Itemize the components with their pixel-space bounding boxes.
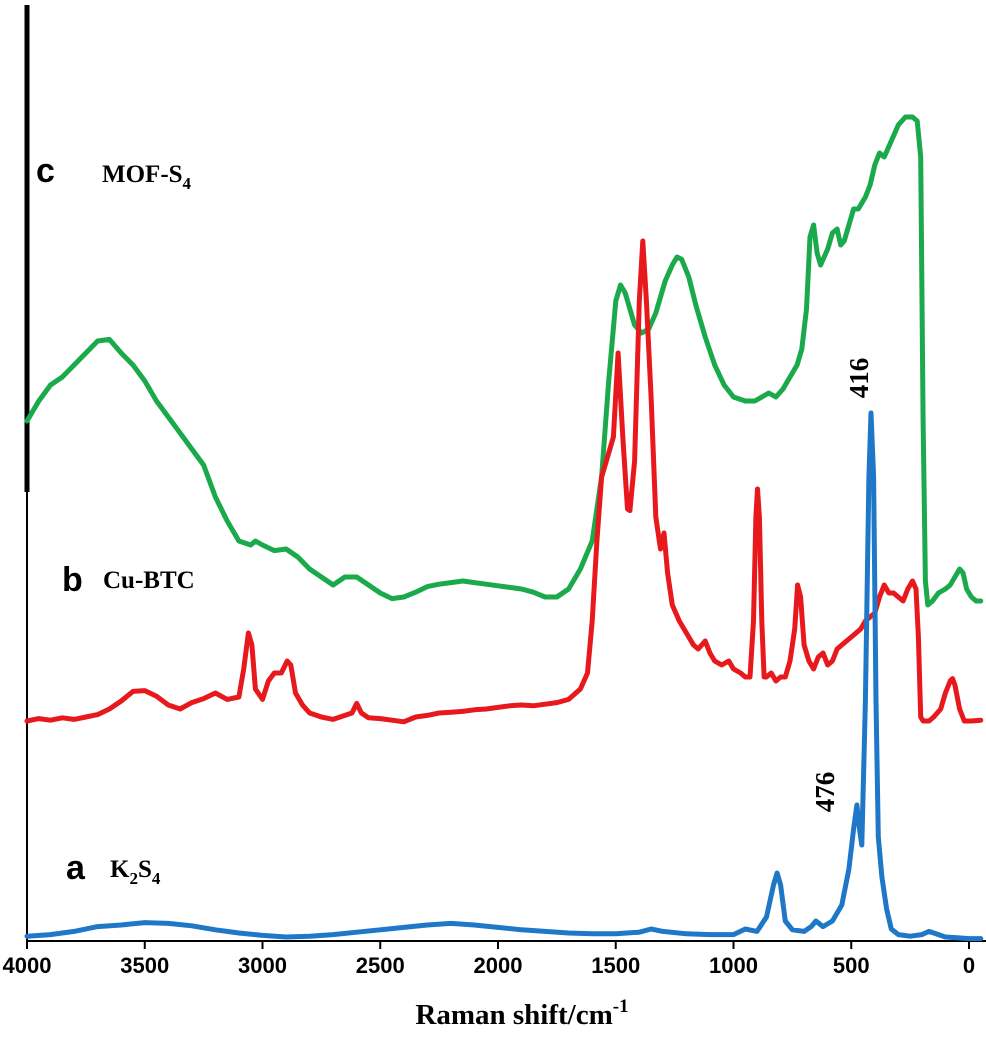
x-axis-title-superscript: -1 (613, 996, 629, 1017)
peak-label-476: 476 (810, 772, 840, 813)
curve-name-c-subscript: 4 (183, 174, 192, 193)
x-tick-label-1000: 1000 (709, 953, 758, 978)
x-tick-label-500: 500 (833, 953, 870, 978)
curve-name-b: Cu-BTC (103, 567, 195, 594)
curve-letter-a: a (66, 849, 86, 887)
curve-name-a: K2S4 (110, 856, 161, 888)
curve-letter-c: c (36, 152, 55, 190)
series-line-cu-btc (24, 238, 984, 725)
peak-label-416: 416 (844, 358, 874, 399)
x-tick-label-3500: 3500 (120, 953, 169, 978)
curve-name-c: MOF-S4 (102, 161, 192, 193)
curve-name-c-main: MOF-S (102, 161, 183, 188)
curve-label-a: a K2S4 (66, 849, 161, 888)
x-tick-label-0: 0 (963, 953, 975, 978)
series-line-mof-s4 (24, 114, 984, 608)
curve-letter-b: b (62, 561, 83, 599)
x-tick-label-4000: 4000 (3, 953, 52, 978)
curve-name-a-sub2: 4 (152, 869, 161, 888)
x-axis-title: Raman shift/cm-1 (415, 996, 628, 1031)
x-axis-title-text: Raman shift/cm (415, 999, 612, 1031)
curve-label-c: c MOF-S4 (36, 152, 192, 193)
curve-label-b: b Cu-BTC (62, 561, 195, 599)
curve-name-a-sub1: 2 (129, 869, 138, 888)
x-tick-label-3000: 3000 (238, 953, 287, 978)
x-tick-label-1500: 1500 (591, 953, 640, 978)
curve-name-a-s: S (138, 856, 152, 883)
curve-name-a-k: K (110, 856, 130, 883)
series-lines (24, 114, 984, 942)
x-tick-label-2500: 2500 (356, 953, 405, 978)
x-axis-tick-labels: 4000 3500 3000 2500 2000 1500 1000 500 0 (3, 953, 976, 978)
series-line-k2s4 (24, 410, 984, 942)
x-tick-label-2000: 2000 (474, 953, 523, 978)
x-axis-ticks (26, 941, 970, 949)
